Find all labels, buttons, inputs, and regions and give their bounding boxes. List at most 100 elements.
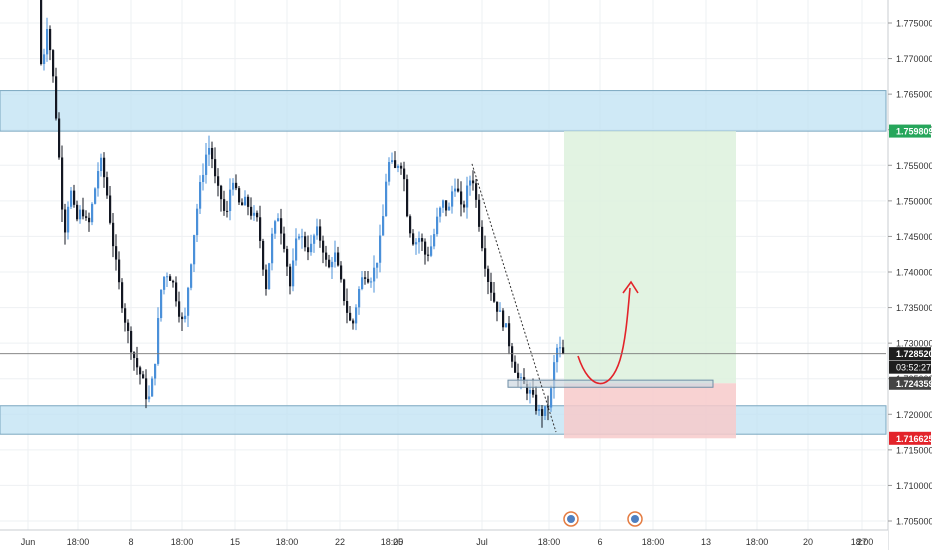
candle-down	[145, 378, 148, 400]
candle-down	[247, 196, 250, 207]
candle-up	[205, 154, 208, 175]
candle-down	[238, 188, 241, 203]
candle-up	[415, 242, 418, 245]
candle-down	[445, 200, 448, 211]
candle-up	[166, 276, 169, 278]
candle-up	[553, 362, 556, 389]
candle-down	[346, 301, 349, 313]
candle-up	[448, 206, 451, 211]
candle-down	[535, 394, 538, 411]
time-tick-label: 8	[128, 537, 133, 547]
candle-down	[463, 204, 466, 208]
candle-up	[196, 208, 199, 236]
candle-up	[358, 288, 361, 308]
candle-up	[100, 157, 103, 172]
candle-down	[82, 209, 85, 217]
candle-up	[151, 378, 154, 397]
candle-up	[157, 318, 160, 364]
candle-down	[319, 226, 322, 241]
candle-down	[133, 352, 136, 359]
candle-up	[298, 236, 301, 239]
candle-down	[55, 76, 58, 119]
candle-down	[217, 176, 220, 186]
candle-up	[430, 246, 433, 256]
candle-down	[175, 282, 178, 302]
drawings	[0, 163, 886, 527]
time-tick-label: 15	[230, 537, 240, 547]
position-profit-area	[564, 131, 736, 384]
time-tick-label: 18:00	[67, 537, 90, 547]
time-tick-label: 27	[857, 537, 867, 547]
long-position-tool[interactable]	[564, 131, 736, 439]
candle-down	[172, 280, 175, 283]
candle-up	[499, 310, 502, 312]
candle-down	[340, 265, 343, 280]
time-tick-label: Jul	[476, 537, 488, 547]
price-labels: 1.759809 1.728520 03:52:27 1.724359 1.716625	[889, 124, 932, 445]
candle-up	[385, 181, 388, 217]
support-zone	[0, 405, 887, 435]
candle-down	[427, 254, 430, 256]
candle-down	[403, 168, 406, 180]
candle-down	[280, 218, 283, 234]
time-tick-label: 25	[393, 537, 403, 547]
price-tick-label: 1.765000	[896, 90, 932, 100]
candles	[40, 0, 565, 428]
candle-down	[265, 269, 268, 290]
candle-down	[136, 358, 139, 368]
candle-down	[457, 188, 460, 192]
price-axis-bg	[888, 0, 932, 550]
candle-down	[61, 157, 64, 210]
candle-up	[550, 388, 553, 408]
candle-up	[184, 315, 187, 320]
position-loss-area	[564, 383, 736, 439]
candle-down	[118, 259, 121, 283]
candle-down	[307, 247, 310, 253]
candle-up	[433, 234, 436, 247]
candle-up	[94, 188, 97, 204]
flag-icon	[567, 515, 575, 523]
grid	[0, 0, 886, 530]
candle-up	[436, 216, 439, 235]
time-tick-label: 6	[597, 537, 602, 547]
candle-up	[376, 262, 379, 268]
candle-up	[439, 207, 442, 217]
candle-up	[544, 406, 547, 416]
candle-down	[367, 278, 370, 283]
candle-down	[241, 202, 244, 206]
candle-down	[40, 0, 43, 65]
candle-down	[76, 204, 79, 220]
candle-up	[397, 165, 400, 168]
price-tick-label: 1.720000	[896, 410, 932, 420]
candle-up	[193, 235, 196, 265]
price-axis: 1.7750001.7700001.7650001.7600001.755000…	[887, 0, 932, 550]
candle-down	[343, 279, 346, 302]
candle-down	[214, 159, 217, 177]
flag-icon	[631, 515, 639, 523]
candle-down	[424, 241, 427, 255]
candle-down	[220, 185, 223, 200]
candle-up	[370, 281, 373, 283]
candle-up	[160, 289, 163, 319]
candle-up	[310, 243, 313, 253]
candle-down	[223, 199, 226, 211]
candle-down	[412, 233, 415, 245]
countdown-label-bg	[889, 360, 931, 374]
price-label: 1.759809	[896, 127, 932, 137]
candle-down	[109, 195, 112, 223]
candle-up	[271, 233, 274, 264]
candle-down	[490, 281, 493, 293]
candle-down	[475, 183, 478, 200]
candle-down	[400, 165, 403, 169]
candle-up	[46, 28, 49, 55]
candle-down	[64, 209, 67, 233]
candle-down	[211, 147, 214, 160]
candle-up	[316, 226, 319, 236]
candle-up	[334, 252, 337, 262]
candle-up	[469, 180, 472, 186]
candle-up	[232, 182, 235, 190]
time-tick-label: Jun	[21, 537, 36, 547]
candle-down	[106, 177, 109, 196]
